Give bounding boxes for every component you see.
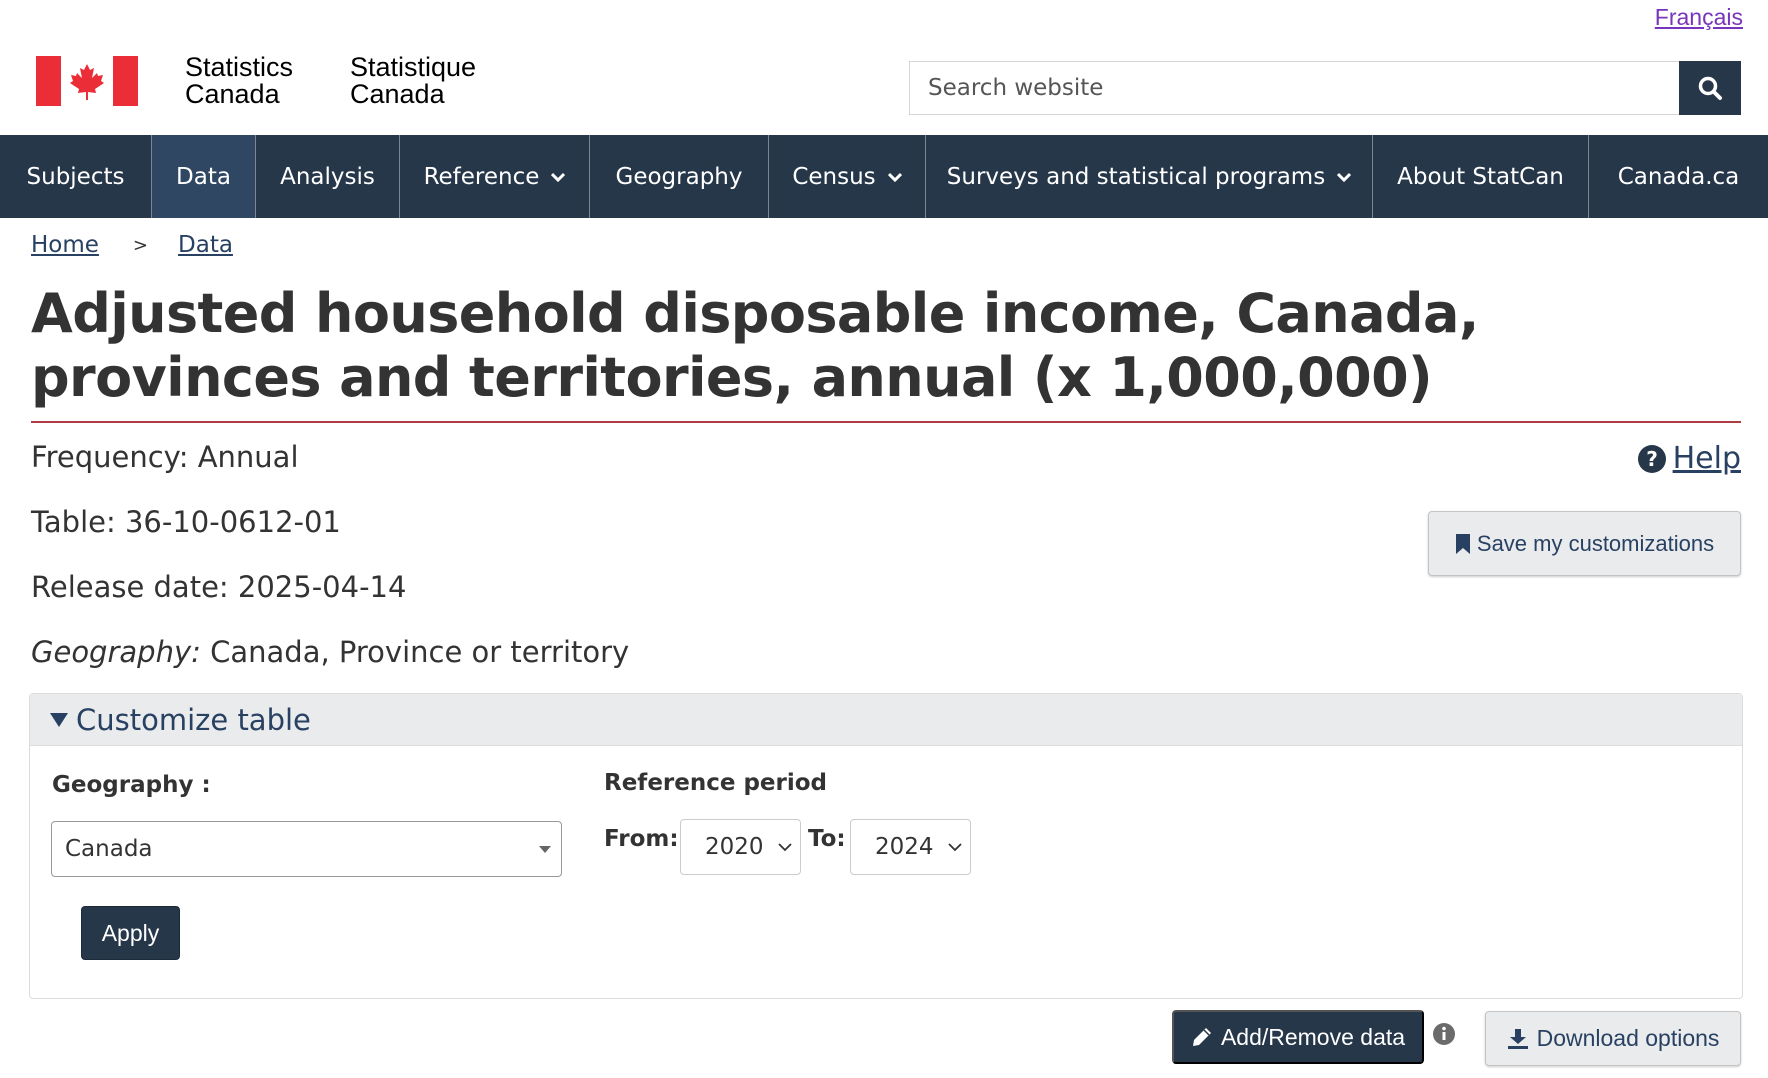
question-circle-icon: ?: [1637, 444, 1666, 473]
nav-label: Census: [792, 163, 876, 190]
chevron-down-icon: [778, 843, 792, 852]
wordmark-en-line-2: Canada: [185, 79, 280, 109]
save-customizations-label: Save my customizations: [1476, 530, 1715, 556]
geography-select-value: Canada: [65, 836, 153, 862]
wordmark-fr-line-1: Statistique: [350, 52, 477, 82]
download-icon: [1507, 1028, 1528, 1049]
breadcrumb-separator: >: [132, 234, 149, 256]
wordmark-fr-line-2: Canada: [350, 79, 445, 109]
nav-label: Canada.ca: [1617, 163, 1740, 190]
nav-item-data[interactable]: Data: [152, 135, 256, 218]
breadcrumb: Home > Data: [31, 232, 233, 258]
from-year-select[interactable]: 2020: [680, 819, 801, 875]
add-remove-data-label: Add/Remove data: [1220, 1023, 1406, 1050]
triangle-down-icon: [50, 712, 68, 727]
download-options-label: Download options: [1536, 1025, 1720, 1051]
from-year-value: 2020: [705, 834, 764, 860]
nav-label: About StatCan: [1397, 163, 1564, 190]
geography-value: Canada, Province or territory: [200, 635, 630, 669]
nav-item-reference[interactable]: Reference: [400, 135, 590, 218]
breadcrumb-data-link[interactable]: Data: [178, 232, 233, 258]
nav-item-surveys[interactable]: Surveys and statistical programs: [926, 135, 1373, 218]
nav-item-analysis[interactable]: Analysis: [256, 135, 400, 218]
customize-table-panel: Customize table Geography : Canada Refer…: [29, 693, 1743, 999]
nav-label: Reference: [423, 163, 540, 190]
nav-item-census[interactable]: Census: [769, 135, 926, 218]
main-navigation: Subjects Data Analysis Reference Geograp…: [0, 135, 1768, 218]
page-title: Adjusted household disposable income, Ca…: [31, 282, 1479, 409]
from-label: From:: [604, 826, 679, 852]
search-input[interactable]: [910, 62, 1679, 114]
wordmark-french: Statistique Canada: [350, 54, 476, 108]
to-year-select[interactable]: 2024: [850, 819, 971, 875]
geography-select-label: Geography :: [52, 772, 211, 798]
help-label: Help: [1672, 441, 1741, 476]
chevron-down-icon: [948, 843, 962, 852]
bookmark-icon: [1455, 533, 1470, 554]
language-toggle-link[interactable]: Français: [1654, 4, 1743, 30]
info-icon[interactable]: [1432, 1022, 1456, 1046]
to-year-value: 2024: [875, 834, 934, 860]
nav-item-about-statcan[interactable]: About StatCan: [1373, 135, 1589, 218]
canada-flag-logo: [36, 56, 138, 106]
nav-label: Data: [176, 163, 231, 190]
geography-select[interactable]: Canada: [51, 821, 562, 877]
help-link[interactable]: ? Help: [1637, 441, 1741, 476]
breadcrumb-home-link[interactable]: Home: [31, 232, 99, 258]
search-button[interactable]: [1679, 61, 1741, 115]
search-icon: [1698, 76, 1722, 100]
to-label: To:: [808, 826, 846, 852]
nav-item-geography[interactable]: Geography: [590, 135, 769, 218]
chevron-down-icon: [887, 172, 902, 182]
geography-text: Geography: Canada, Province or territory: [31, 635, 629, 669]
nav-label: Geography: [615, 163, 743, 190]
pencil-icon: [1192, 1028, 1211, 1046]
nav-label: Subjects: [26, 163, 125, 190]
apply-button[interactable]: Apply: [81, 906, 180, 960]
customize-table-toggle[interactable]: Customize table: [30, 694, 1742, 746]
wordmark-en-line-1: Statistics: [185, 52, 294, 82]
frequency-text: Frequency: Annual: [31, 440, 299, 474]
customize-table-heading: Customize table: [76, 702, 311, 737]
wordmark-english: Statistics Canada: [185, 54, 293, 108]
chevron-down-icon: [1337, 172, 1352, 182]
nav-label: Analysis: [280, 163, 375, 190]
dropdown-arrow-icon: [539, 846, 551, 853]
svg-text:?: ?: [1646, 447, 1658, 471]
nav-item-canada-ca[interactable]: Canada.ca: [1589, 135, 1768, 218]
download-options-button[interactable]: Download options: [1485, 1011, 1741, 1066]
reference-period-label: Reference period: [604, 770, 828, 796]
title-divider: [31, 421, 1741, 423]
add-remove-data-button[interactable]: Add/Remove data: [1172, 1010, 1424, 1064]
table-id-text: Table: 36-10-0612-01: [31, 505, 341, 539]
nav-item-subjects[interactable]: Subjects: [0, 135, 152, 218]
nav-label: Surveys and statistical programs: [946, 163, 1326, 190]
save-customizations-button[interactable]: Save my customizations: [1428, 511, 1741, 576]
search-form: [909, 61, 1741, 115]
release-date-text: Release date: 2025-04-14: [31, 570, 407, 604]
chevron-down-icon: [551, 172, 566, 182]
geography-label: Geography:: [31, 635, 201, 669]
